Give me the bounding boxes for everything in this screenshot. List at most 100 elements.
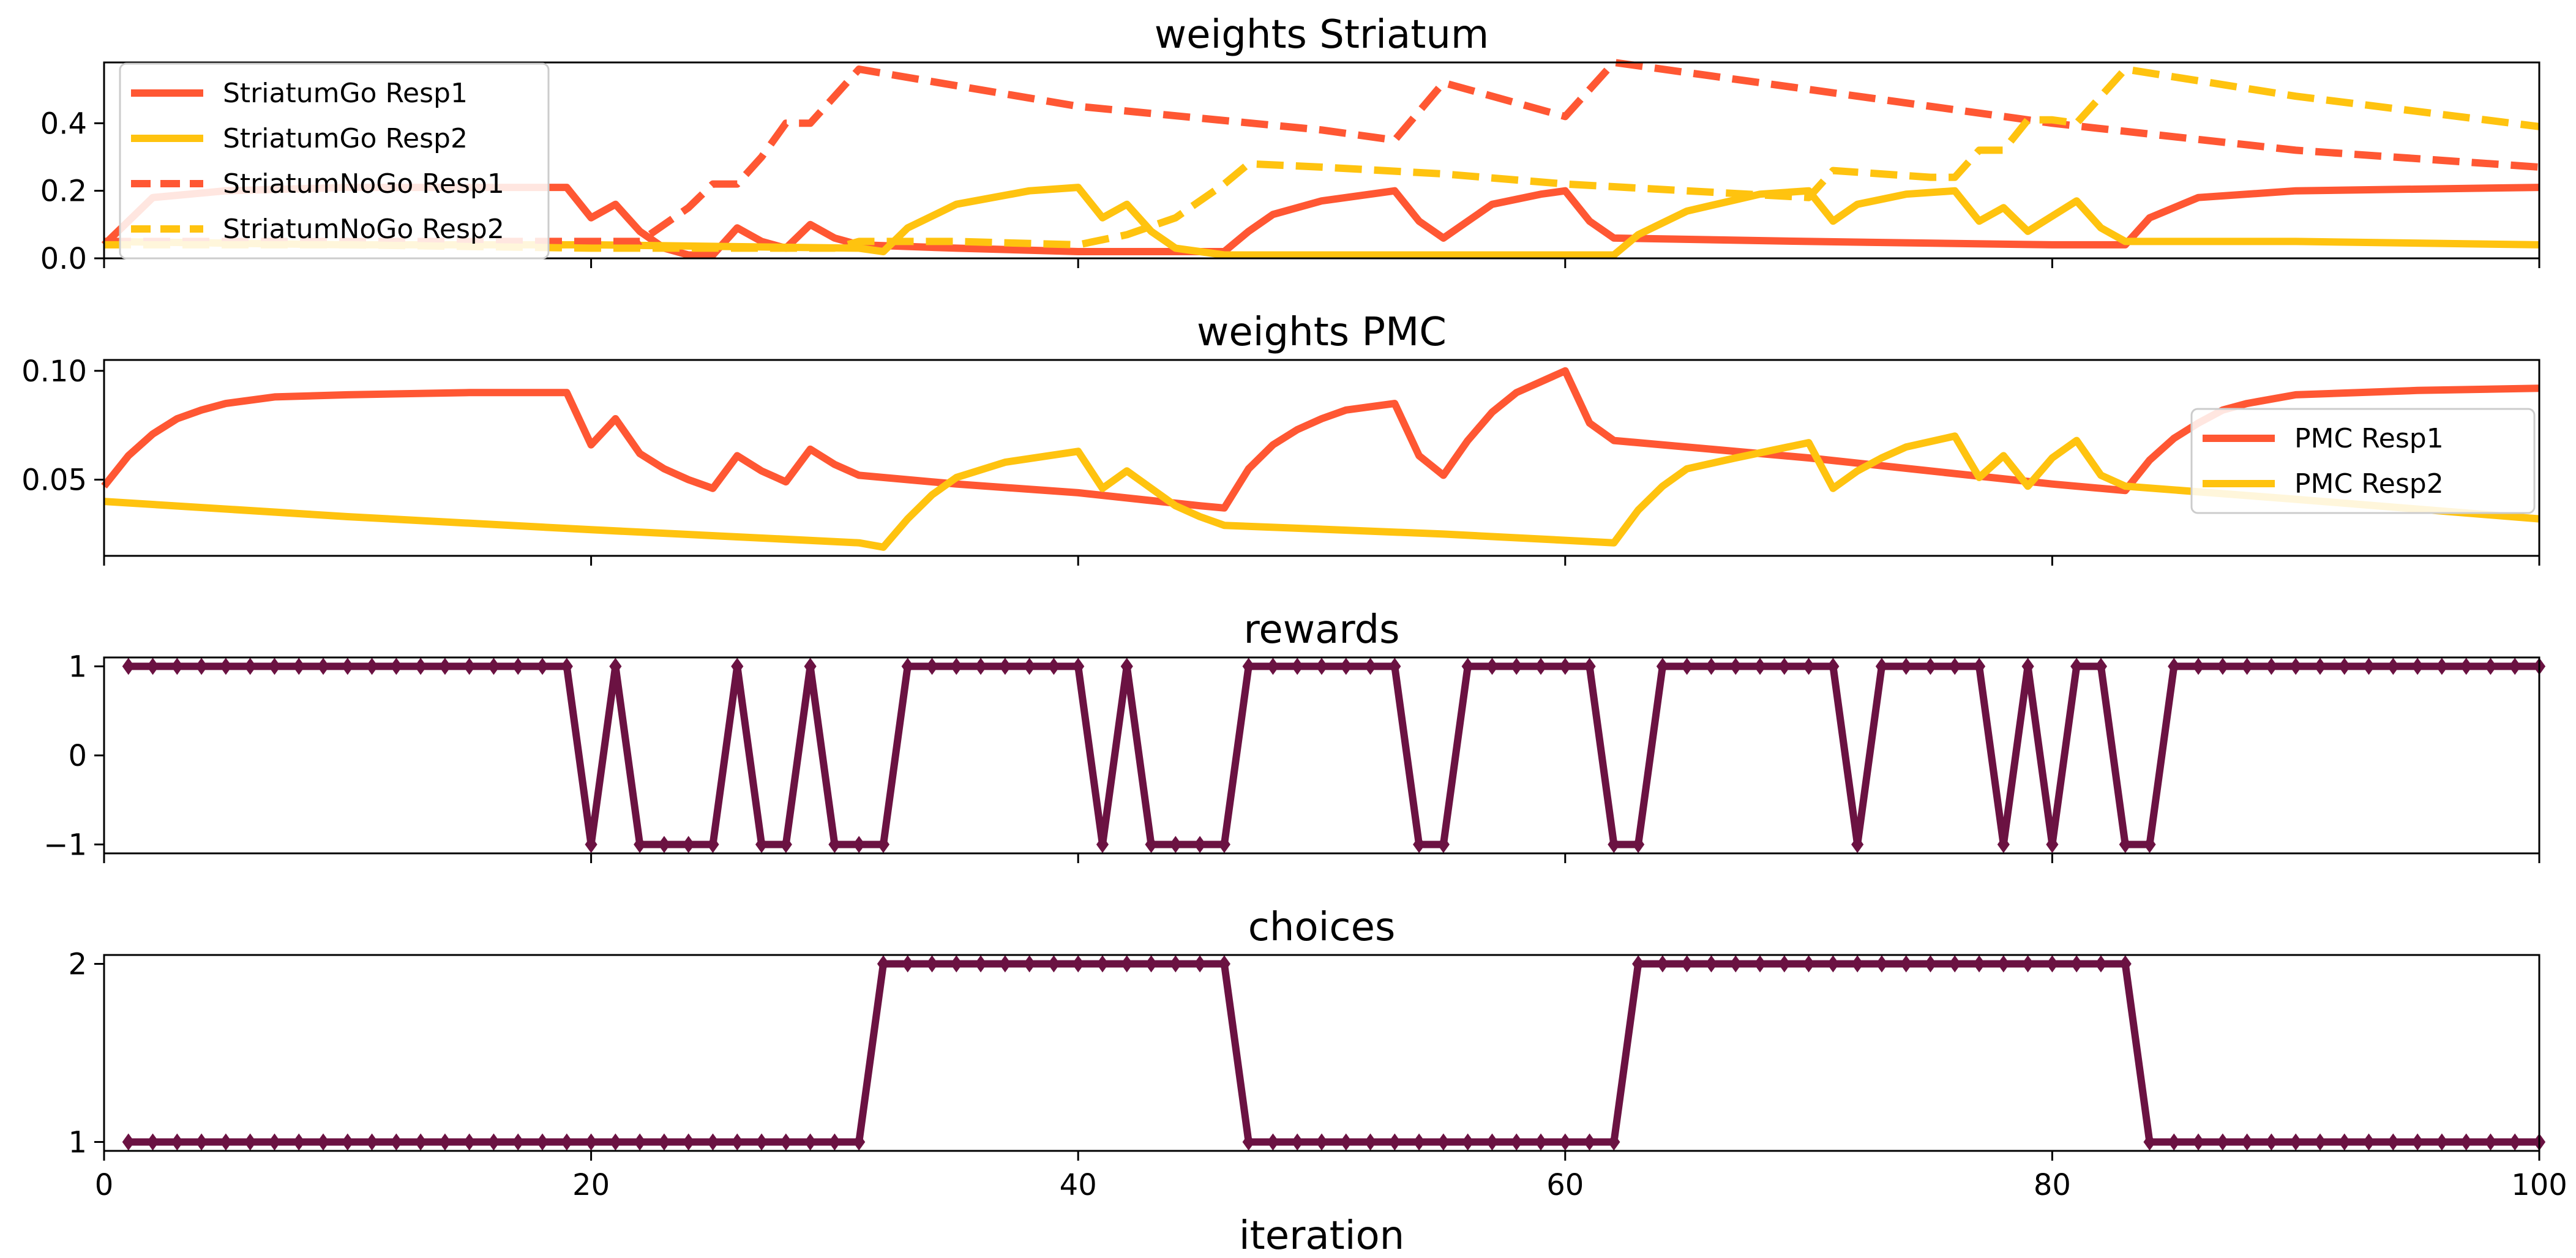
data-point — [1924, 955, 1937, 973]
data-point — [1632, 955, 1645, 973]
series-line-pmc-resp1 — [101, 367, 2540, 512]
data-point — [1242, 657, 1255, 675]
data-point — [706, 836, 719, 853]
data-point — [1291, 657, 1304, 675]
y-tick-label: 0.10 — [21, 354, 87, 389]
data-point — [1169, 955, 1182, 973]
data-point — [1900, 657, 1912, 675]
data-point — [2143, 836, 2156, 853]
data-point — [2265, 1133, 2278, 1151]
data-point — [2411, 1133, 2424, 1151]
data-point — [975, 955, 987, 973]
data-point — [487, 657, 500, 675]
legend: StriatumGo Resp1 StriatumGo Resp2 Striatum… — [119, 62, 550, 260]
data-point — [1997, 955, 2010, 973]
data-point — [1437, 836, 1450, 853]
data-point — [1534, 657, 1548, 675]
data-point — [2192, 1133, 2205, 1151]
data-point — [487, 1133, 500, 1151]
data-point — [2168, 1133, 2181, 1151]
y-tick-label: 1 — [68, 650, 87, 684]
data-point — [414, 1133, 427, 1151]
data-point — [2387, 1133, 2400, 1151]
data-point — [219, 1133, 232, 1151]
data-point — [1388, 657, 1401, 675]
y-tick-label: 0.4 — [40, 107, 87, 141]
y-tick-label: −1 — [43, 828, 87, 862]
data-point — [1656, 955, 1669, 973]
x-tick-label: 40 — [1060, 1168, 1097, 1202]
legend-label: StriatumNoGo Resp1 — [223, 168, 504, 200]
data-point — [1194, 955, 1207, 973]
data-point — [2143, 1133, 2156, 1151]
data-point — [1705, 955, 1718, 973]
x-tick-label: 20 — [572, 1168, 610, 1202]
data-point — [1120, 955, 1133, 973]
data-point — [2094, 657, 2108, 675]
data-point — [341, 1133, 354, 1151]
data-point — [1315, 657, 1328, 675]
panel-title: choices — [1248, 905, 1396, 950]
data-point — [950, 657, 963, 675]
data-point — [2094, 955, 2108, 973]
data-point — [1608, 1133, 1620, 1151]
data-point — [341, 657, 354, 675]
data-point — [1145, 955, 1158, 973]
data-point — [901, 657, 914, 675]
data-point — [365, 1133, 378, 1151]
data-point — [926, 955, 938, 973]
data-point — [293, 1133, 305, 1151]
series-group — [101, 59, 2540, 259]
data-point — [512, 1133, 525, 1151]
data-point — [2046, 836, 2059, 853]
data-point — [1900, 955, 1912, 973]
data-point — [1778, 955, 1791, 973]
data-point — [2265, 657, 2278, 675]
data-point — [1997, 836, 2010, 853]
data-point — [463, 1133, 476, 1151]
data-point — [2435, 657, 2448, 675]
data-point — [2484, 657, 2497, 675]
legend-label: StriatumGo Resp2 — [223, 123, 468, 154]
data-point — [1559, 657, 1571, 675]
panel-title: rewards — [1244, 607, 1400, 653]
data-point — [1559, 1133, 1571, 1151]
data-point — [1827, 657, 1840, 675]
data-point — [1072, 955, 1085, 973]
data-point — [2509, 657, 2522, 675]
data-point — [1924, 657, 1937, 675]
data-point — [2168, 657, 2181, 675]
data-point — [828, 1133, 841, 1151]
series-group — [122, 955, 2545, 1151]
data-point — [1729, 657, 1742, 675]
data-point — [122, 1133, 135, 1151]
data-point — [2509, 1133, 2522, 1151]
series-line-striatumgo-resp2 — [103, 184, 2540, 259]
series-line-pmc-resp2 — [103, 432, 2540, 551]
series-line-striatumnogo-resp1 — [104, 59, 2540, 245]
data-point — [877, 955, 890, 973]
data-point — [2411, 657, 2424, 675]
data-point — [2362, 657, 2375, 675]
data-point — [171, 657, 184, 675]
data-point — [1778, 657, 1791, 675]
data-point — [2435, 1133, 2448, 1151]
data-point — [560, 657, 573, 675]
panel-title: weights Striatum — [1155, 12, 1489, 58]
data-point — [1729, 955, 1742, 973]
data-point — [2070, 955, 2083, 973]
legend-box — [119, 62, 550, 260]
data-point — [1072, 657, 1085, 675]
data-point — [2460, 657, 2473, 675]
data-point — [1705, 657, 1718, 675]
data-point — [634, 836, 646, 853]
data-point — [390, 657, 403, 675]
data-point — [1680, 657, 1693, 675]
data-point — [755, 1133, 768, 1151]
data-point — [804, 1133, 817, 1151]
data-point — [1267, 657, 1279, 675]
series-group — [101, 367, 2540, 551]
data-point — [195, 1133, 208, 1151]
data-point — [877, 836, 890, 853]
